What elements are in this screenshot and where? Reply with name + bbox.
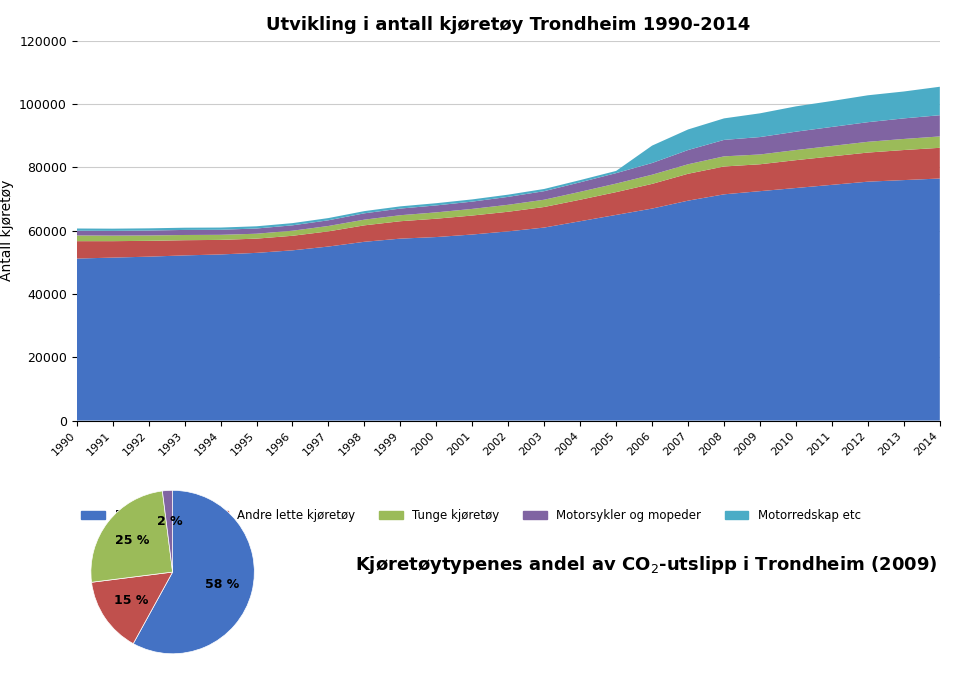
Text: 25 %: 25 %: [115, 535, 150, 548]
Y-axis label: Antall kjøretøy: Antall kjøretøy: [0, 180, 13, 281]
Text: Kjøretøytypenes andel av CO$_2$-utslipp i Trondheim (2009): Kjøretøytypenes andel av CO$_2$-utslipp …: [355, 554, 937, 576]
Text: 15 %: 15 %: [113, 594, 148, 607]
Legend: Personbiler, Andre lette kjøretøy, Tunge kjøretøy, Motorsykler og mopeder, Motor: Personbiler, Andre lette kjøretøy, Tunge…: [77, 504, 865, 526]
Wedge shape: [91, 572, 173, 644]
Text: 2 %: 2 %: [156, 515, 182, 528]
Wedge shape: [133, 490, 254, 654]
Text: 58 %: 58 %: [204, 578, 239, 591]
Wedge shape: [91, 491, 173, 582]
Title: Utvikling i antall kjøretøy Trondheim 1990-2014: Utvikling i antall kjøretøy Trondheim 19…: [267, 16, 750, 34]
Wedge shape: [162, 490, 173, 572]
